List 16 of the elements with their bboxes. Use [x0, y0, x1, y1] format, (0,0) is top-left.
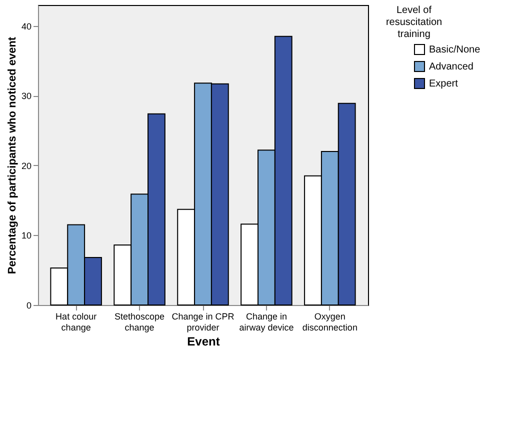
- legend-label: Expert: [429, 78, 458, 90]
- legend-title: Level of resuscitation training: [386, 5, 442, 40]
- x-tick-label: Hat colour change: [56, 312, 97, 332]
- x-tick-label: Stethoscope change: [114, 312, 165, 332]
- y-tick-label: 20: [21, 160, 32, 171]
- y-axis-title: Percentage of participants who noticed event: [6, 36, 18, 274]
- x-tick-label: Change in CPR provider: [172, 312, 235, 332]
- x-axis-title: Event: [187, 334, 220, 348]
- x-tick-label: Change in airway device: [239, 312, 294, 332]
- y-tick-label: 40: [21, 21, 32, 32]
- y-tick-label: 30: [21, 91, 32, 102]
- x-tick-label: Oxygen disconnection: [302, 312, 358, 332]
- legend-label: Advanced: [429, 62, 474, 72]
- legend-label: Basic/None: [429, 44, 481, 56]
- y-tick-label: 10: [21, 230, 32, 241]
- y-tick-label: 0: [26, 300, 32, 310]
